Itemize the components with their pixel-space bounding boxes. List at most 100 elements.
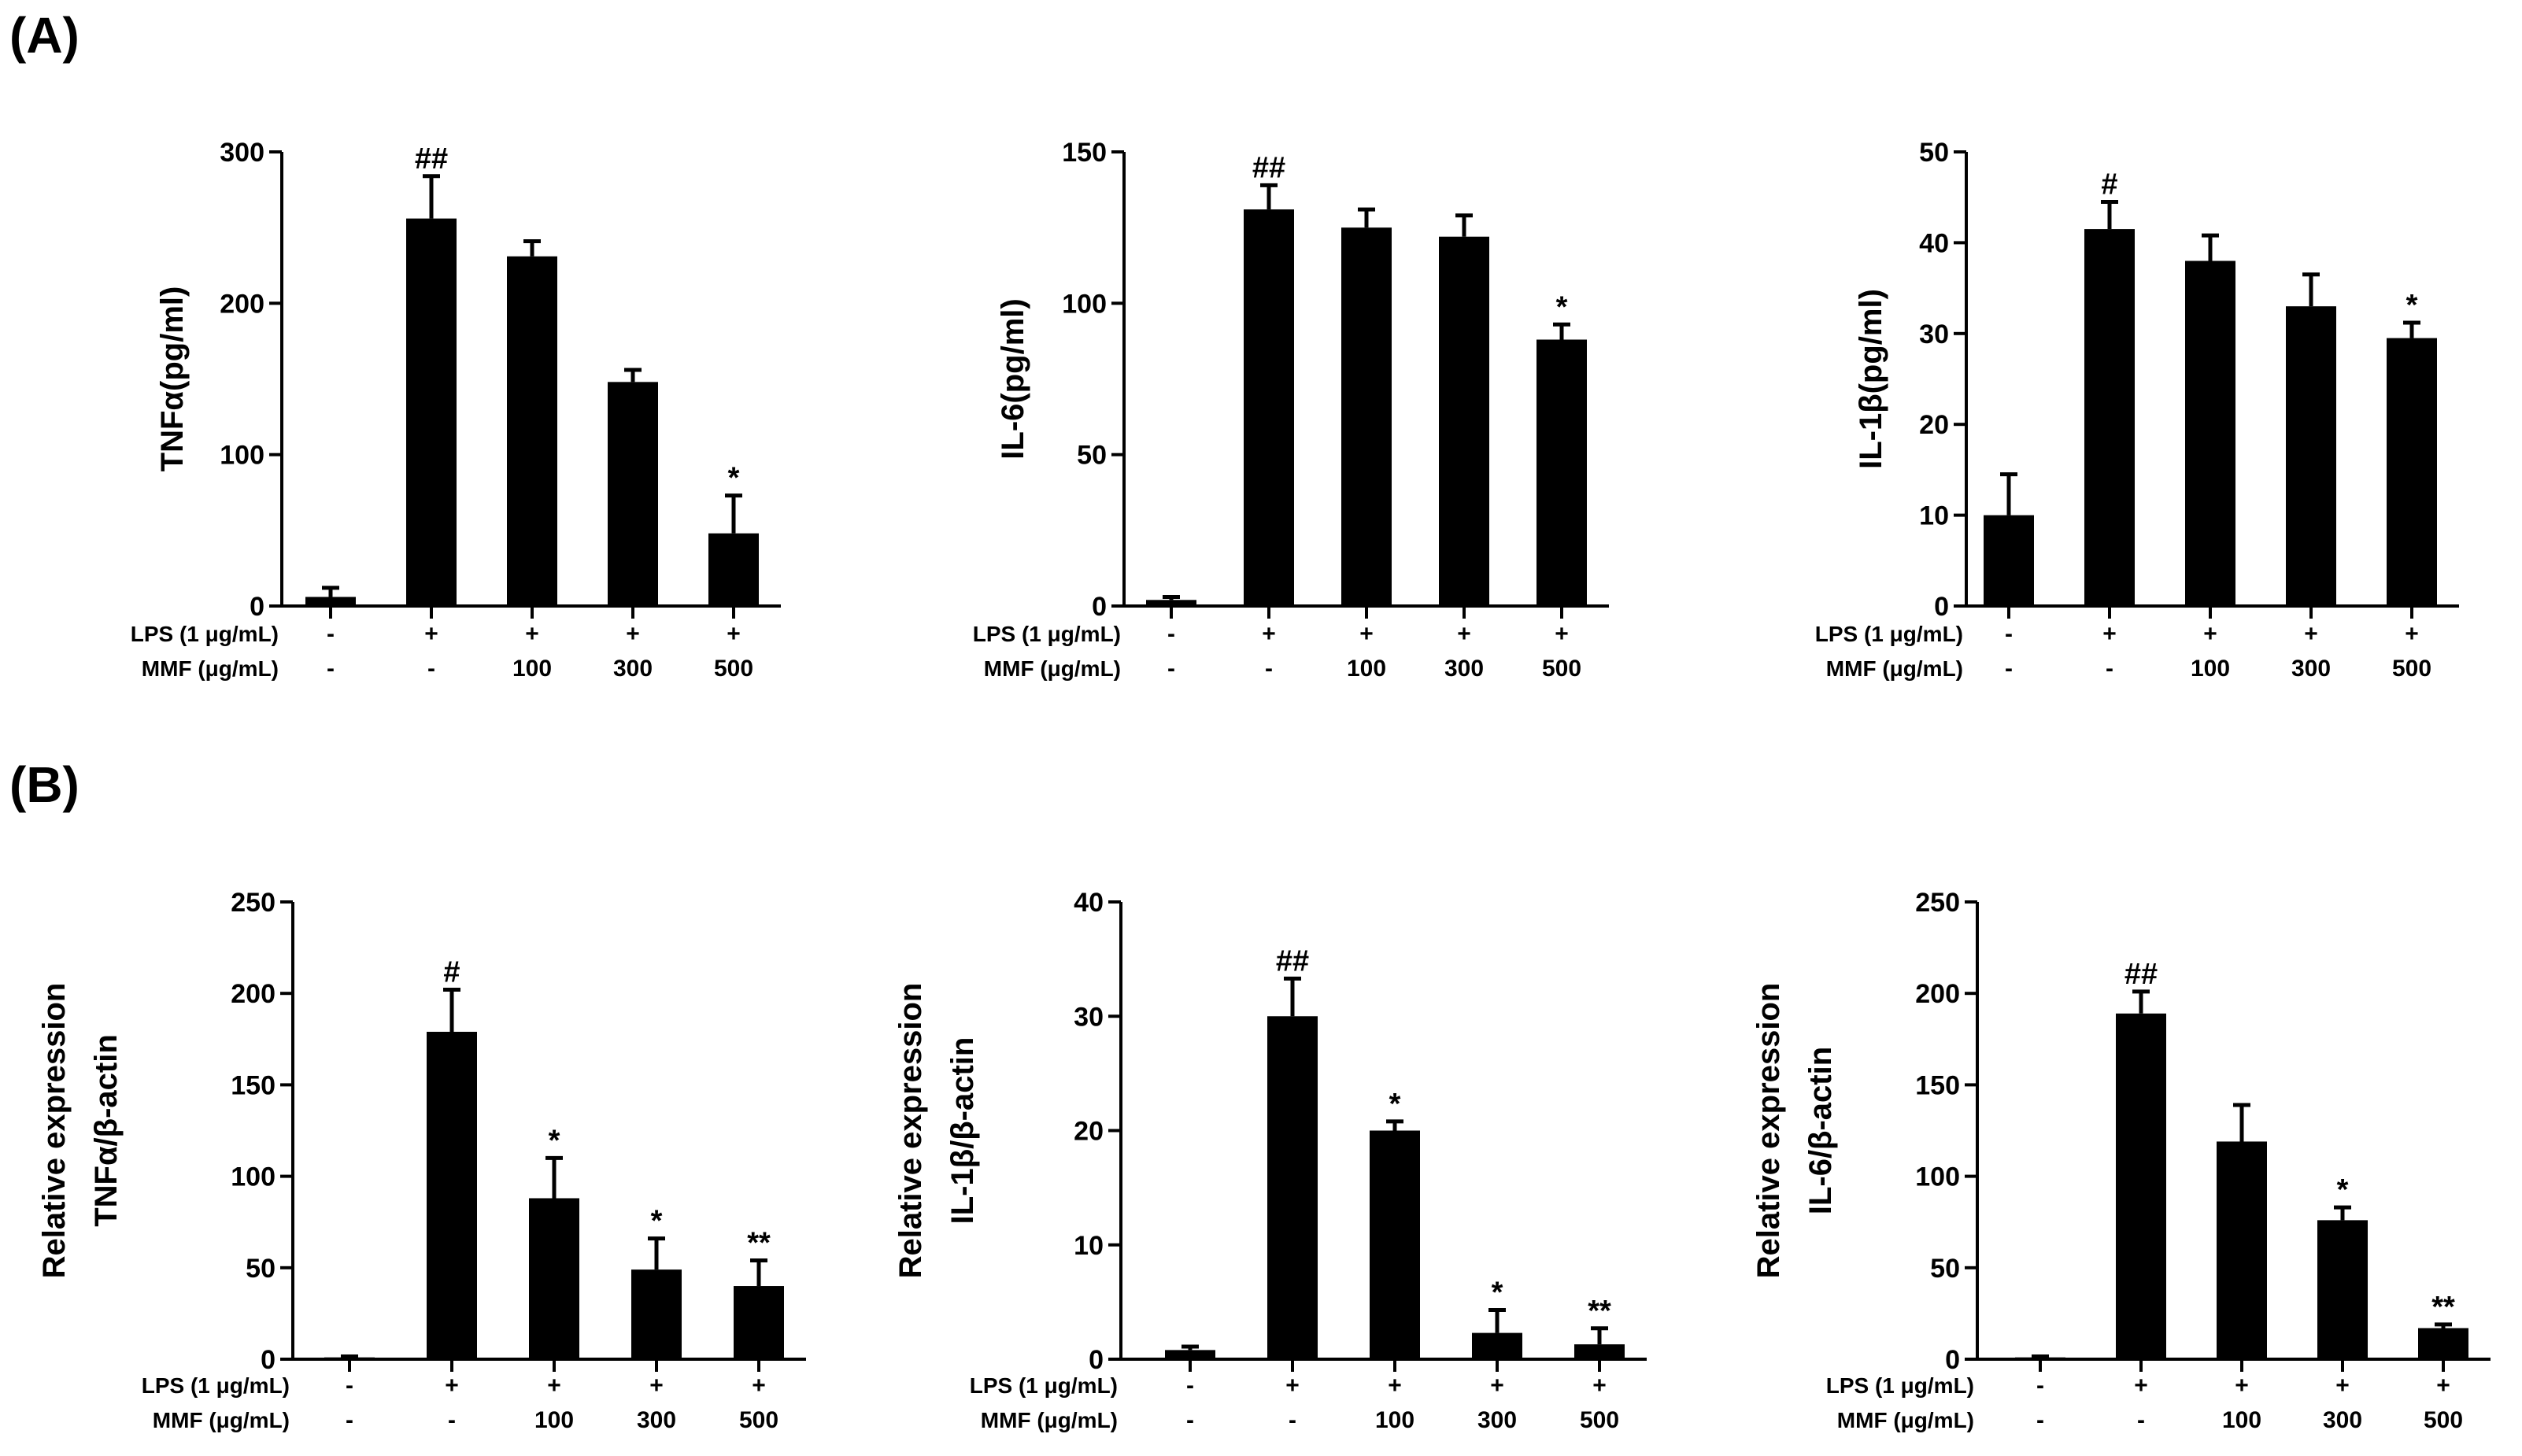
significance-mark: #	[443, 956, 460, 989]
y-tick-label: 250	[1915, 888, 1960, 918]
lps-row-label: LPS (1 μg/mL)	[973, 622, 1121, 646]
bar	[2286, 306, 2336, 606]
lps-condition: +	[1388, 1373, 1402, 1399]
y-axis-title: IL-6/β-actin	[1803, 1047, 1838, 1214]
panel-label-a: (A)	[9, 7, 80, 64]
significance-mark: *	[2337, 1173, 2349, 1207]
lps-condition: +	[1457, 621, 1471, 647]
bar	[2185, 261, 2235, 606]
lps-condition: +	[1359, 621, 1374, 647]
y-axis-title: Relative expression	[37, 983, 72, 1279]
y-axis-title: IL-6(pg/ml)	[996, 298, 1030, 459]
y-tick-label: 50	[246, 1254, 275, 1284]
mmf-condition: 300	[1477, 1407, 1517, 1433]
significance-mark: ##	[415, 142, 448, 176]
bar	[734, 1286, 784, 1359]
mmf-condition: 300	[1444, 656, 1484, 682]
mmf-row-label: MMF (μg/mL)	[153, 1408, 290, 1432]
bar	[1165, 1350, 1215, 1359]
lps-row-label: LPS (1 μg/mL)	[142, 1373, 290, 1398]
mmf-condition: -	[427, 656, 435, 682]
mmf-condition: -	[1289, 1407, 1296, 1433]
bar	[427, 1032, 477, 1359]
y-tick-label: 20	[1074, 1117, 1104, 1147]
bar	[529, 1198, 579, 1359]
lps-condition: -	[2005, 621, 2013, 647]
y-tick-label: 150	[1915, 1070, 1960, 1100]
bar	[2317, 1220, 2368, 1359]
bar	[2116, 1013, 2166, 1359]
significance-mark: **	[1588, 1295, 1611, 1328]
chart-a3: 0 10 20 30 40 50 IL-1β(pg/ml) - - # + - +100 +300 * +50…	[1815, 138, 2459, 682]
y-tick-label: 150	[231, 1070, 275, 1100]
mmf-condition: -	[2036, 1407, 2044, 1433]
significance-mark: *	[1556, 290, 1568, 323]
y-tick-label: 50	[1919, 138, 1949, 168]
mmf-condition: 300	[637, 1407, 676, 1433]
bar	[305, 597, 356, 606]
lps-condition: +	[1262, 621, 1276, 647]
mmf-condition: -	[1186, 1407, 1194, 1433]
bar	[1146, 600, 1196, 606]
lps-condition: +	[1490, 1373, 1504, 1399]
mmf-condition: 100	[534, 1407, 574, 1433]
y-tick-label: 100	[1915, 1162, 1960, 1192]
mmf-condition: 500	[1542, 656, 1581, 682]
lps-row-label: LPS (1 μg/mL)	[970, 1373, 1118, 1398]
y-axis-title: Relative expression	[1751, 983, 1786, 1279]
mmf-condition: 100	[2191, 656, 2230, 682]
bar	[1472, 1332, 1522, 1359]
bar	[1536, 339, 1587, 606]
y-tick-label: 50	[1077, 441, 1107, 471]
significance-mark: #	[2101, 168, 2117, 201]
mmf-condition: 300	[2323, 1407, 2362, 1433]
y-tick-label: 0	[250, 592, 264, 622]
bar	[1984, 515, 2034, 606]
y-tick-label: 50	[1930, 1254, 1960, 1284]
lps-condition: -	[2036, 1373, 2044, 1399]
y-tick-label: 0	[1089, 1345, 1104, 1375]
lps-condition: +	[649, 1373, 664, 1399]
y-tick-label: 0	[1092, 592, 1107, 622]
mmf-condition: -	[1167, 656, 1175, 682]
lps-condition: -	[327, 621, 335, 647]
significance-mark: *	[2406, 289, 2418, 322]
bar	[507, 256, 557, 606]
bar	[1341, 227, 1392, 606]
y-tick-label: 100	[231, 1162, 275, 1192]
y-tick-label: 40	[1074, 888, 1104, 918]
bar	[406, 218, 457, 606]
mmf-condition: -	[448, 1407, 456, 1433]
lps-row-label: LPS (1 μg/mL)	[131, 622, 279, 646]
y-tick-label: 30	[1074, 1002, 1104, 1032]
y-tick-label: 150	[1062, 138, 1107, 168]
lps-condition: +	[2436, 1373, 2450, 1399]
mmf-condition: -	[1265, 656, 1273, 682]
mmf-condition: 100	[2222, 1407, 2261, 1433]
significance-mark: **	[2431, 1291, 2455, 1324]
y-tick-label: 300	[220, 138, 264, 168]
bar	[708, 533, 759, 606]
significance-mark: *	[1492, 1277, 1503, 1310]
chart-b1: 0 50 100 150 200 250 Relative expression TNFα/β…	[37, 888, 806, 1433]
y-axis-title: IL-1β(pg/ml)	[1854, 289, 1888, 469]
mmf-condition: 100	[512, 656, 552, 682]
y-tick-label: 200	[220, 289, 264, 319]
mmf-condition: 500	[1580, 1407, 1619, 1433]
y-tick-label: 250	[231, 888, 275, 918]
lps-condition: +	[727, 621, 741, 647]
bar	[2084, 229, 2135, 606]
lps-condition: +	[445, 1373, 459, 1399]
lps-condition: +	[752, 1373, 766, 1399]
significance-mark: *	[728, 462, 740, 495]
lps-condition: +	[547, 1373, 561, 1399]
lps-condition: +	[2235, 1373, 2249, 1399]
y-axis-title: Relative expression	[893, 983, 928, 1279]
bar	[1439, 236, 1489, 606]
mmf-condition: 500	[2424, 1407, 2463, 1433]
significance-mark: *	[1389, 1088, 1401, 1121]
lps-condition: +	[626, 621, 640, 647]
lps-condition: +	[1592, 1373, 1607, 1399]
significance-mark: ##	[1252, 151, 1285, 184]
mmf-condition: -	[2005, 656, 2013, 682]
